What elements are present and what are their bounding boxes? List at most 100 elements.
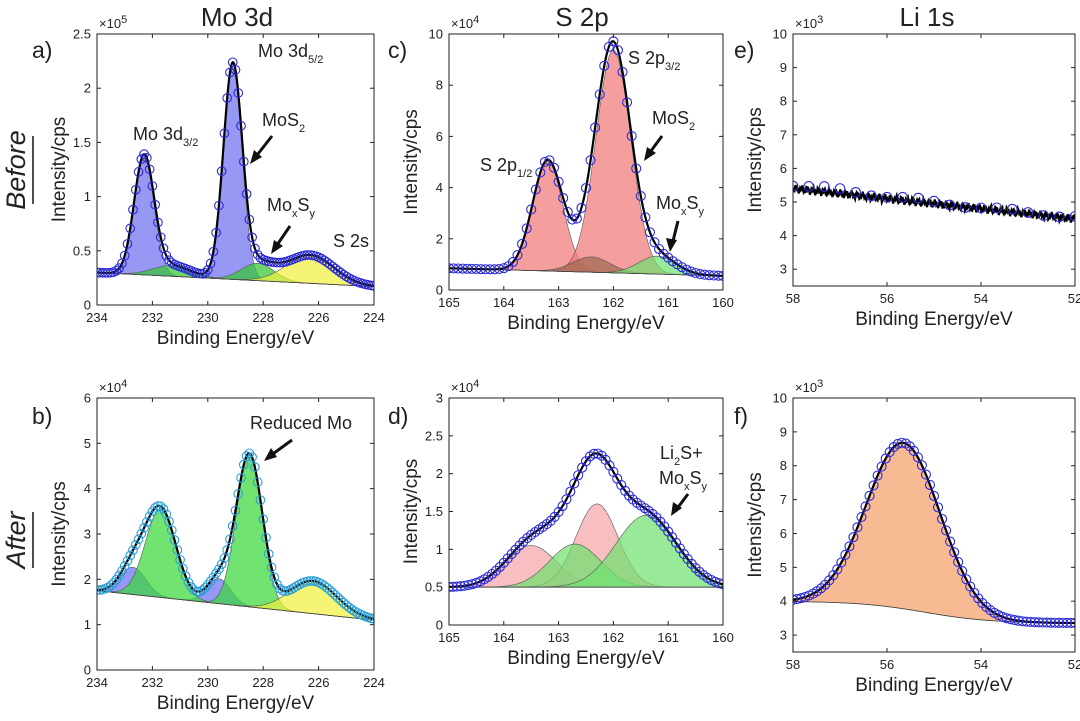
row-label-after: After [1, 510, 31, 570]
y-tick-label-b: 3 [84, 527, 91, 542]
x-axis-label-c: Binding Energy/eV [507, 313, 665, 334]
raw-data-point-d [678, 548, 689, 559]
y-tick-label-a: 2.5 [73, 27, 91, 42]
raw-data-point-b [214, 564, 224, 574]
raw-data-point-b [172, 545, 183, 555]
raw-data-point-f [892, 438, 903, 450]
plot-area-a [97, 57, 374, 291]
annotation-mos2-c-text: MoS [652, 108, 689, 128]
component-peak-f-0 [793, 442, 1075, 624]
raw-data-point-a [241, 189, 252, 199]
raw-data-point-b [117, 566, 127, 576]
raw-data-point-c [567, 214, 578, 225]
annotation-moxsy-d-sub2: y [702, 481, 708, 493]
x-tick-label-c: 165 [438, 295, 460, 310]
raw-data-point-b [230, 505, 241, 516]
raw-data-point-f [864, 490, 875, 501]
raw-data-point-b [369, 614, 374, 624]
raw-data-point-f [953, 556, 964, 568]
raw-data-point-c [622, 97, 633, 108]
raw-data-point-c [681, 264, 692, 275]
raw-data-point-a [130, 184, 141, 195]
raw-data-point-c [612, 45, 624, 56]
raw-data-point-d [690, 563, 701, 574]
fit-envelope-e [793, 183, 1075, 225]
raw-data-point-d [451, 581, 462, 592]
annotation-li2s-text2: S+ [680, 443, 703, 463]
raw-data-point-f [1037, 617, 1048, 628]
y-tick-label-f: 3 [780, 628, 787, 643]
raw-data-point-b [197, 585, 208, 596]
panel-b: b) Reduced Mo [32, 403, 352, 461]
y-tick-label-c: 8 [436, 78, 443, 93]
raw-data-point-b [233, 488, 244, 499]
y-multiplier-b: ×104 [99, 378, 127, 395]
y-tick-label-f: 10 [773, 391, 787, 406]
x-tick-label-a: 226 [308, 310, 330, 325]
annotation-moxsy-a-text: Mo [267, 195, 292, 215]
plot-d: 165 164 163 162 161 160 0 0.5 1 1.5 2 2.5 3 ×104 Bindi… [401, 378, 734, 669]
raw-data-point-c [535, 167, 546, 178]
annotation-reduced-mo: Reduced Mo [250, 413, 352, 433]
raw-data-point-d [659, 521, 670, 532]
x-tick-label-c: 161 [657, 295, 679, 310]
x-tick-label-e: 54 [974, 291, 988, 306]
annotation-mos2-c: MoS2 [652, 108, 695, 133]
y-axis-label-e: Intensity/cps [745, 107, 766, 213]
y-tick-label-d: 1 [436, 542, 443, 557]
column-title-s2p: S 2p [555, 2, 609, 32]
y-tick-label-c: 10 [429, 27, 443, 42]
raw-data-point-c [530, 184, 541, 195]
annotation-mo3d52-text: Mo 3d [258, 41, 308, 61]
raw-data-point-f [1017, 616, 1028, 627]
annotation-moxsy-d: MoxSy [659, 468, 708, 493]
y-multiplier-base-d: ×10 [451, 380, 473, 395]
y-tick-label-f: 5 [780, 560, 787, 575]
raw-data-point-a [369, 281, 374, 291]
annotation-mo3d52: Mo 3d5/2 [258, 41, 323, 66]
raw-data-point-b [291, 581, 302, 592]
annotation-moxsy-a-text2: S [298, 195, 310, 215]
annotation-s2s: S 2s [333, 231, 369, 251]
raw-data-point-a [341, 271, 352, 282]
raw-data-point-a [316, 253, 327, 264]
raw-data-point-b [261, 532, 271, 543]
raw-data-point-f [1041, 617, 1052, 628]
panel-a: a) Mo 3d3/2 Mo 3d5/2 MoS2 MoxSy S 2s [32, 37, 369, 254]
raw-data-point-a [247, 232, 257, 243]
y-tick-label-d: 3 [436, 391, 443, 406]
raw-data-point-b [119, 561, 130, 571]
annotation-li2s-sub: 2 [674, 456, 680, 468]
y-tick-label-b: 1 [84, 617, 91, 632]
raw-data-point-a [252, 249, 263, 260]
y-multiplier-exp-b: 4 [121, 378, 127, 390]
raw-data-point-a [155, 232, 166, 243]
raw-data-point-b [238, 459, 249, 470]
raw-data-point-f [945, 536, 956, 547]
raw-data-point-a [119, 250, 130, 261]
raw-data-point-d [463, 580, 474, 591]
y-tick-label-b: 6 [84, 391, 91, 406]
column-title-li1s: Li 1s [900, 2, 955, 32]
annotation-moxsy-d-text: Mo [659, 468, 684, 488]
raw-data-point-a [222, 93, 233, 103]
annotation-mos2-c-sub: 2 [689, 121, 695, 133]
raw-data-point-e [897, 191, 909, 203]
raw-data-point-b [286, 584, 296, 595]
annotation-mo3d32-sub: 3/2 [183, 137, 198, 149]
raw-data-point-e [850, 186, 862, 198]
y-multiplier-base-e: ×10 [795, 16, 817, 31]
raw-data-point-c [553, 176, 564, 187]
x-tick-label-b: 234 [86, 675, 108, 690]
annotation-mo3d32-text: Mo 3d [133, 124, 183, 144]
raw-data-point-f [1013, 615, 1024, 626]
x-tick-label-b: 228 [252, 675, 274, 690]
raw-data-point-c [644, 227, 655, 238]
x-tick-label-e: 52 [1068, 291, 1080, 306]
y-tick-label-e: 6 [780, 161, 787, 176]
raw-data-point-b [241, 451, 252, 461]
x-tick-label-e: 56 [880, 291, 894, 306]
x-tick-label-d: 164 [493, 630, 515, 645]
raw-data-point-a [150, 199, 161, 210]
